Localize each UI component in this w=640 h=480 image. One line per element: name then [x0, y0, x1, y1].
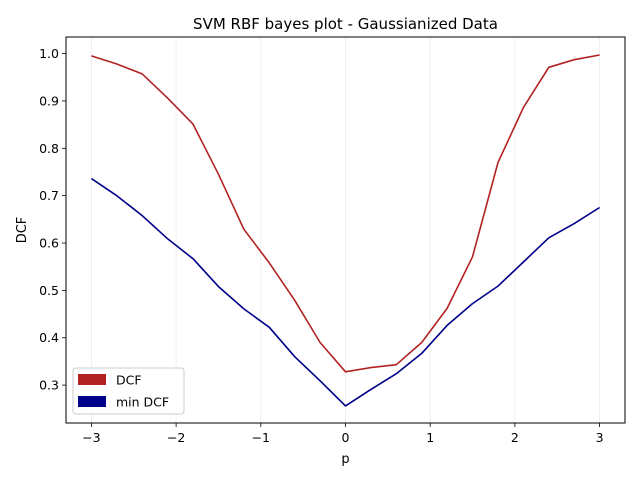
y-tick-label: 0.5 — [39, 283, 59, 298]
series-line-dcf — [91, 54, 600, 373]
y-axis-label: DCF — [15, 217, 30, 244]
y-axis: 0.3 0.4 0.5 0.6 0.7 0.8 0.9 1.0 — [39, 46, 66, 393]
x-axis: −3 −2 −1 0 1 2 3 — [82, 423, 604, 445]
legend-label-dcf: DCF — [116, 373, 142, 388]
x-tick-label: −3 — [82, 430, 100, 445]
legend-swatch-dcf — [78, 374, 106, 385]
legend: DCF min DCF — [72, 367, 185, 415]
y-tick-label: 0.9 — [39, 93, 59, 108]
x-tick-label: 2 — [511, 430, 519, 445]
x-tick-label: 3 — [596, 430, 604, 445]
y-tick-label: 0.4 — [39, 330, 59, 345]
x-axis-label: p — [341, 452, 349, 467]
grid — [91, 37, 600, 423]
y-tick-label: 0.3 — [39, 378, 59, 393]
series-layer — [90, 54, 601, 407]
series-line-min-dcf — [90, 177, 601, 407]
x-tick-label: 1 — [426, 430, 434, 445]
series-points-dcf — [91, 54, 600, 372]
x-tick-label: −1 — [252, 430, 270, 445]
x-tick-label: −2 — [167, 430, 185, 445]
legend-swatch-min-dcf — [78, 396, 106, 407]
series-points-min-dcf — [91, 178, 600, 406]
y-tick-label: 0.6 — [39, 236, 59, 251]
y-tick-label: 0.8 — [39, 141, 59, 156]
chart-title: SVM RBF bayes plot - Gaussianized Data — [193, 15, 498, 33]
legend-label-min-dcf: min DCF — [116, 395, 169, 410]
y-tick-label: 0.7 — [39, 188, 59, 203]
x-tick-label: 0 — [342, 430, 350, 445]
y-tick-label: 1.0 — [39, 46, 59, 61]
